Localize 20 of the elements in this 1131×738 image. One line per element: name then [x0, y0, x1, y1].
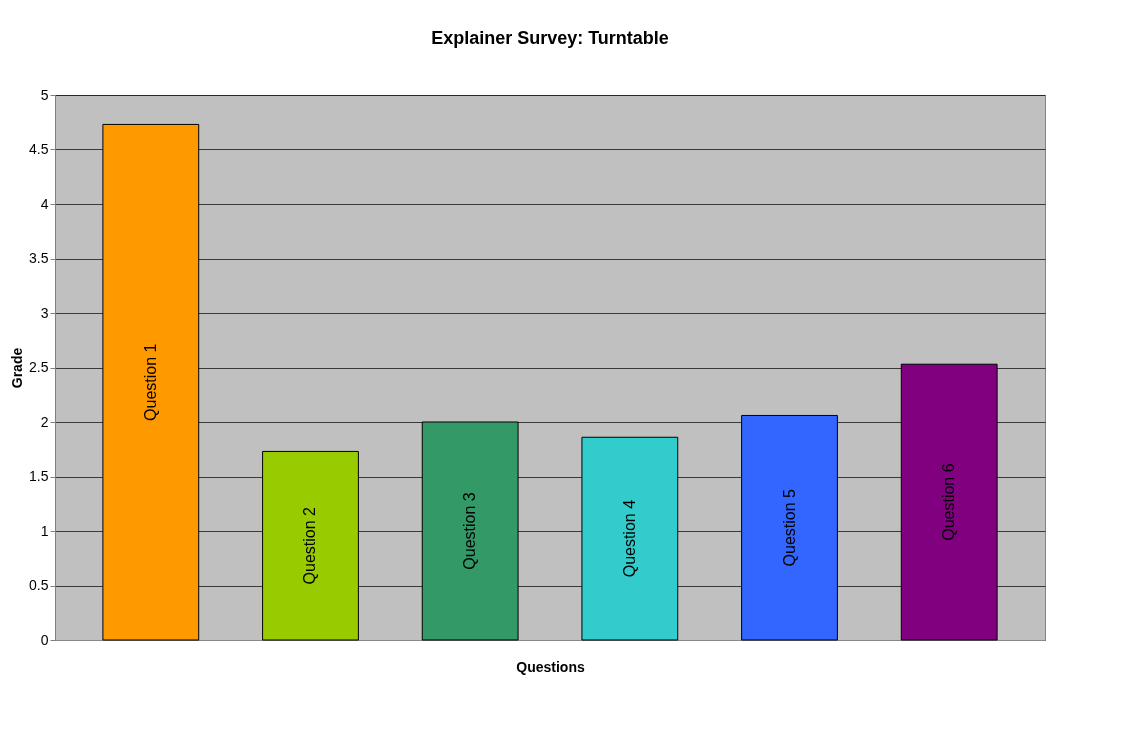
- y-axis-title: Grade: [9, 347, 26, 389]
- x-tick-label: Question 3: [461, 492, 479, 570]
- y-tick-label: 1.5: [29, 468, 49, 484]
- y-tick-label: 3: [40, 304, 49, 321]
- y-tick-label: 5: [40, 86, 49, 103]
- y-tick-label: 3.5: [29, 250, 49, 266]
- y-tick-label: 2.5: [29, 359, 49, 375]
- y-tick-label: 1: [40, 522, 49, 539]
- y-tick-label: 4: [40, 195, 49, 212]
- x-tick-label: Question 6: [940, 463, 958, 541]
- x-tick-label: Question 4: [620, 499, 638, 578]
- x-tick-label: Question 2: [301, 506, 319, 585]
- chart-title: Explainer Survey: Turntable: [431, 28, 669, 48]
- y-tick-label: 2: [40, 413, 49, 430]
- y-tick-label: 0.5: [29, 577, 49, 593]
- x-tick-label: Question 1: [141, 343, 159, 421]
- y-tick-label: 0: [40, 631, 49, 648]
- x-axis-title: Questions: [516, 658, 585, 675]
- y-tick-label: 4.5: [29, 141, 49, 157]
- x-tick-label: Question 5: [780, 488, 798, 567]
